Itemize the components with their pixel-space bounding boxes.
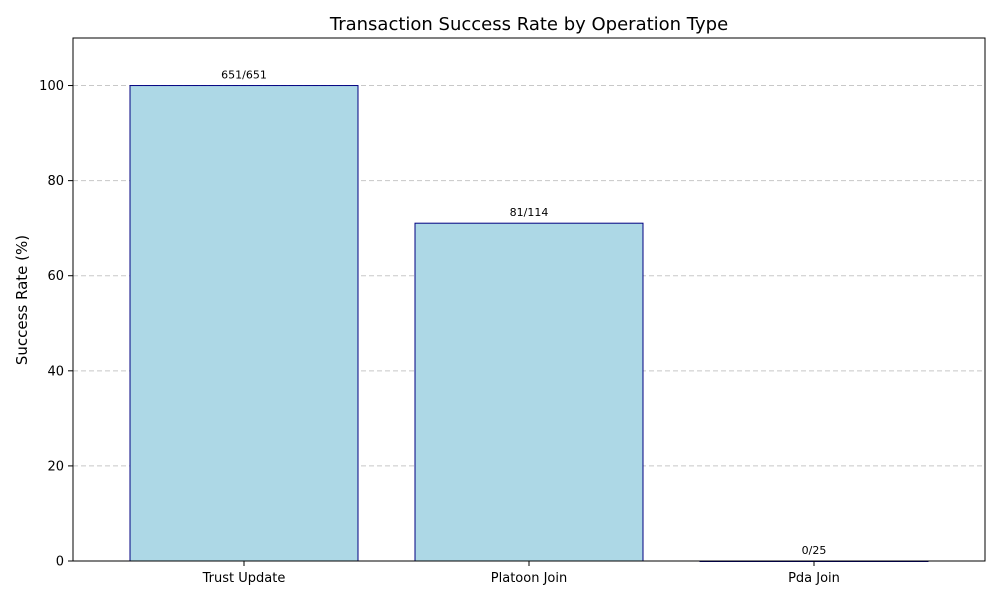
data-labels: 651/651 81/114 0/25 xyxy=(221,69,826,557)
y-tick-label: 40 xyxy=(47,364,64,379)
bar xyxy=(129,85,359,562)
bar-data-label: 0/25 xyxy=(802,544,827,557)
bar-data-label: 651/651 xyxy=(221,69,267,82)
y-tick-label: 20 xyxy=(47,459,64,474)
y-axis-ticks: 0 20 40 60 80 100 xyxy=(39,79,73,570)
y-tick-label: 60 xyxy=(47,269,64,284)
bar xyxy=(414,222,644,562)
bars xyxy=(129,85,929,562)
y-tick-label: 100 xyxy=(39,79,64,94)
x-tick-label: Trust Update xyxy=(202,571,286,586)
y-tick-label: 80 xyxy=(47,174,64,189)
y-axis-label: Success Rate (%) xyxy=(13,235,31,365)
y-tick-label: 0 xyxy=(56,555,64,570)
x-tick-label: Pda Join xyxy=(788,571,840,586)
bar-data-label: 81/114 xyxy=(510,206,549,219)
x-tick-label: Platoon Join xyxy=(491,571,567,586)
chart-title: Transaction Success Rate by Operation Ty… xyxy=(329,14,728,35)
x-axis-ticks: Trust Update Platoon Join Pda Join xyxy=(202,561,840,586)
